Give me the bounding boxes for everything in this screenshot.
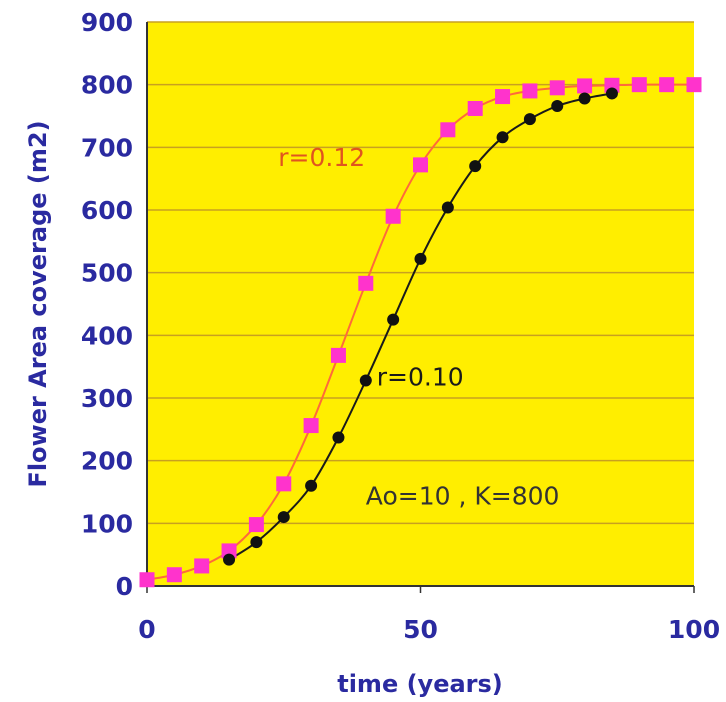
data-point-s0-15 <box>549 80 565 96</box>
y-axis-title: Flower Area coverage (m2) <box>24 120 52 487</box>
y-tick-label-600: 600 <box>81 196 133 225</box>
data-point-s1-3 <box>305 479 318 492</box>
data-point-s0-2 <box>194 558 210 574</box>
annotation-0: r=0.12 <box>278 143 365 172</box>
data-point-s0-16 <box>577 78 593 94</box>
data-point-s0-12 <box>467 100 483 116</box>
data-point-s0-13 <box>495 89 511 105</box>
grid-lines <box>146 21 695 593</box>
data-point-s0-11 <box>440 122 456 138</box>
y-tick-label-500: 500 <box>81 259 133 288</box>
data-point-s0-7 <box>330 347 346 363</box>
data-point-s0-6 <box>303 418 319 434</box>
x-tick-label-100: 100 <box>668 615 720 644</box>
data-point-s0-3 <box>221 543 237 559</box>
data-point-s0-0 <box>139 572 155 588</box>
data-point-s1-12 <box>551 99 564 112</box>
y-tick-label-300: 300 <box>81 384 133 413</box>
data-point-s1-9 <box>469 160 482 173</box>
series-markers <box>139 77 702 588</box>
data-point-s0-20 <box>686 77 702 93</box>
x-tick-label-0: 0 <box>138 615 155 644</box>
data-point-s1-4 <box>332 431 345 444</box>
data-point-s1-13 <box>578 92 591 105</box>
data-point-s0-5 <box>276 476 292 492</box>
y-tick-label-800: 800 <box>81 71 133 100</box>
y-tick-label-0: 0 <box>116 572 133 601</box>
data-point-s0-8 <box>358 275 374 291</box>
data-point-s0-14 <box>522 83 538 99</box>
data-point-s0-18 <box>631 77 647 93</box>
plot-area <box>147 22 694 586</box>
data-point-s1-2 <box>277 511 290 524</box>
y-tick-label-900: 900 <box>81 8 133 37</box>
annotation-2: Ao=10 , K=800 <box>366 482 560 511</box>
data-point-s0-10 <box>413 157 428 173</box>
data-point-s0-1 <box>166 567 182 583</box>
data-point-s1-14 <box>605 87 618 100</box>
data-point-s1-0 <box>223 553 236 566</box>
data-point-s1-6 <box>387 313 400 326</box>
data-point-s1-1 <box>250 536 263 549</box>
annotations: r=0.12 r=0.10 Ao=10 , K=800 <box>278 143 559 510</box>
data-point-s1-10 <box>496 131 509 144</box>
y-tick-label-100: 100 <box>81 509 133 538</box>
data-point-s1-7 <box>414 252 427 265</box>
data-point-s0-19 <box>659 77 675 93</box>
tick-labels: 0 100 200 300 400 500 600 700 800 900 0 50 100 <box>81 8 720 644</box>
data-point-s1-11 <box>523 113 536 126</box>
y-tick-label-700: 700 <box>81 133 133 162</box>
x-tick-label-50: 50 <box>403 615 438 644</box>
data-point-s1-8 <box>441 201 454 214</box>
data-point-s0-4 <box>248 517 264 533</box>
data-point-s1-5 <box>359 374 372 387</box>
y-tick-label-200: 200 <box>81 447 133 476</box>
y-tick-label-400: 400 <box>81 321 133 350</box>
x-axis-title: time (years) <box>337 670 503 698</box>
annotation-1: r=0.10 <box>377 362 464 391</box>
axes <box>146 22 694 587</box>
data-point-s0-9 <box>385 208 401 224</box>
